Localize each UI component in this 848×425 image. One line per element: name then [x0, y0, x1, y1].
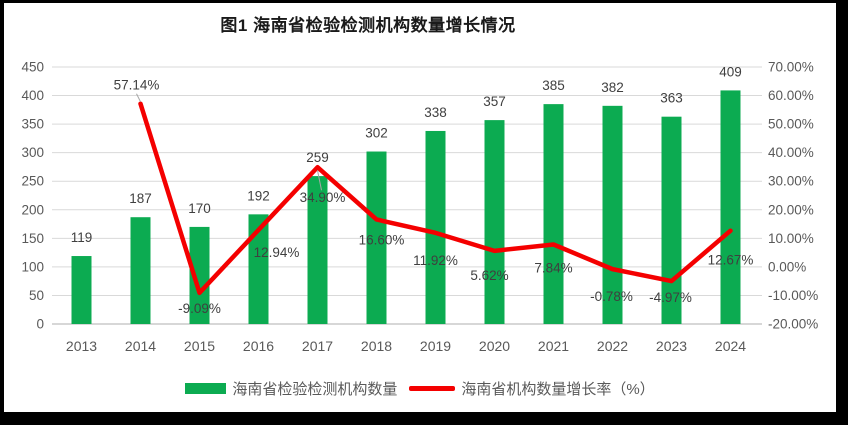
bar-2017 — [307, 176, 328, 324]
bar-2018 — [366, 151, 387, 324]
bar-label-2017: 259 — [306, 150, 329, 165]
line-series-label: 海南省机构数量增长率（%） — [461, 381, 655, 398]
label-leader-line — [317, 170, 322, 191]
growth-label-2020: 5.62% — [470, 268, 508, 283]
bar-2013 — [71, 256, 92, 324]
bar-label-2018: 302 — [365, 126, 388, 141]
bar-2015 — [189, 226, 210, 324]
x-axis-label-2021: 2021 — [538, 338, 569, 354]
right-axis-tick: 70.00% — [768, 60, 814, 75]
bar-2023 — [661, 116, 682, 324]
growth-label-2021: 7.84% — [534, 261, 572, 276]
bar-series-swatch — [185, 383, 227, 394]
right-axis-tick: -10.00% — [768, 288, 818, 303]
right-axis-tick: 10.00% — [768, 231, 814, 246]
bar-label-2019: 338 — [424, 105, 447, 120]
x-axis-label-2017: 2017 — [302, 338, 333, 354]
x-axis-label-2019: 2019 — [420, 338, 451, 354]
left-axis-tick: 150 — [21, 231, 44, 246]
growth-label-2024: 12.67% — [708, 253, 754, 268]
bar-2019 — [425, 130, 446, 324]
line-series-swatch — [409, 386, 456, 391]
bar-2016 — [248, 214, 269, 324]
left-axis-tick: 0 — [36, 317, 44, 332]
chart-title: 图1 海南省检验检测机构数量增长情况 — [220, 16, 516, 35]
left-axis-tick: 350 — [21, 117, 44, 132]
x-axis-label-2020: 2020 — [479, 338, 510, 354]
bar-label-2020: 357 — [483, 94, 506, 109]
legend-item-bars: 海南省检验检测机构数量 — [185, 378, 397, 399]
bar-2014 — [130, 217, 151, 324]
right-axis-tick: 20.00% — [768, 202, 814, 217]
x-axis-label-2018: 2018 — [361, 338, 392, 354]
growth-label-2017: 34.90% — [300, 190, 346, 205]
growth-label-2022: -0.78% — [590, 289, 633, 304]
x-axis-label-2014: 2014 — [125, 338, 156, 354]
bar-label-2016: 192 — [247, 188, 270, 203]
bar-label-2014: 187 — [129, 191, 152, 206]
bar-label-2013: 119 — [71, 230, 93, 245]
growth-label-2016: 12.94% — [254, 245, 300, 260]
right-axis-tick: 30.00% — [768, 174, 814, 189]
bar-label-2021: 385 — [542, 78, 565, 93]
growth-label-2018: 16.60% — [359, 232, 405, 247]
right-axis-tick: 0.00% — [768, 259, 806, 274]
growth-label-2023: -4.97% — [649, 290, 692, 305]
growth-label-2014: 57.14% — [114, 78, 160, 93]
chart-legend: 海南省检验检测机构数量 海南省机构数量增长率（%） — [4, 378, 836, 399]
chart-figure: 图1 海南省检验检测机构数量增长情况 450 70.00% 400 60.00% 350… — [4, 3, 836, 412]
growth-label-2019: 11.92% — [413, 253, 458, 268]
left-axis-tick: 450 — [21, 60, 44, 75]
bar-2021 — [543, 104, 564, 324]
bar-label-2015: 170 — [188, 201, 211, 216]
x-axis-label-2015: 2015 — [184, 338, 215, 354]
x-axis-label-2023: 2023 — [656, 338, 687, 354]
left-axis-tick: 400 — [21, 88, 44, 103]
label-leader-line — [136, 93, 141, 102]
legend-item-line: 海南省机构数量增长率（%） — [409, 378, 655, 399]
chart-plot-area: 450 70.00% 400 60.00% 350 50.00% 300 40.00% 250 3… — [21, 60, 818, 355]
left-axis-tick: 100 — [21, 259, 44, 274]
right-axis-tick: -20.00% — [768, 317, 818, 332]
x-axis-label-2016: 2016 — [243, 338, 274, 354]
x-axis-label-2024: 2024 — [715, 338, 746, 354]
bar-series-label: 海南省检验检测机构数量 — [232, 381, 398, 398]
right-axis-tick: 50.00% — [768, 117, 814, 132]
left-axis-tick: 50 — [29, 288, 44, 303]
bar-2020 — [484, 120, 505, 324]
right-axis-tick: 40.00% — [768, 145, 814, 160]
bar-label-2023: 363 — [660, 91, 683, 106]
growth-label-2015: -9.09% — [178, 301, 221, 316]
bar-2024 — [720, 90, 741, 324]
left-axis-tick: 250 — [21, 174, 44, 189]
right-axis-tick: 60.00% — [768, 88, 814, 103]
x-axis-label-2013: 2013 — [66, 338, 97, 354]
x-axis-label-2022: 2022 — [597, 338, 628, 354]
left-axis-tick: 200 — [21, 202, 44, 217]
bar-label-2022: 382 — [601, 80, 624, 95]
growth-rate-line — [138, 101, 733, 296]
left-axis-tick: 300 — [21, 145, 44, 160]
bar-label-2024: 409 — [719, 64, 742, 79]
